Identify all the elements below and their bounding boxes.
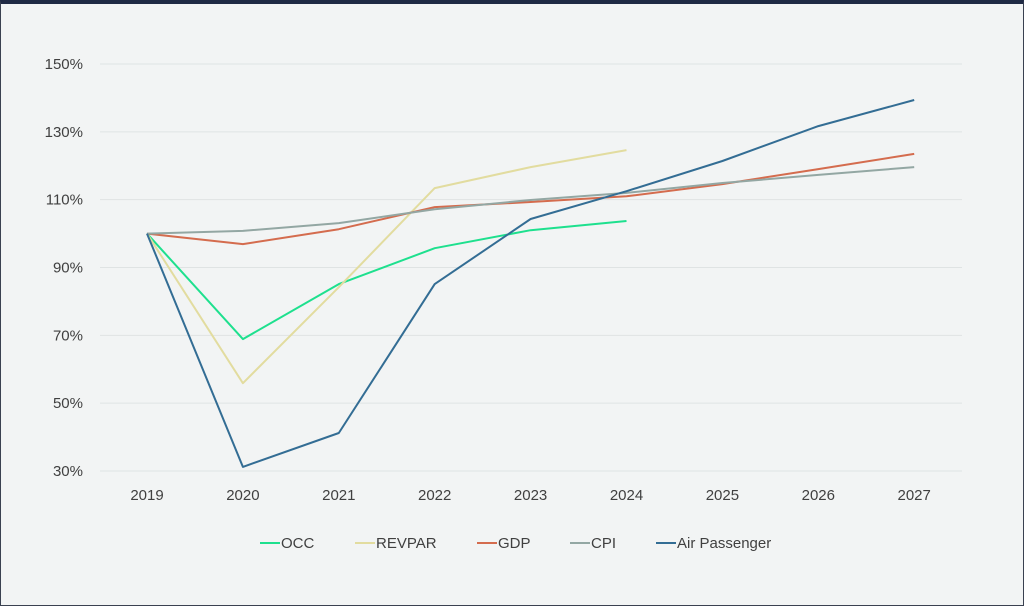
y-tick-label: 30% bbox=[53, 463, 83, 480]
x-tick-label: 2020 bbox=[226, 487, 259, 504]
y-tick-label: 70% bbox=[53, 327, 83, 344]
y-tick-label: 110% bbox=[46, 192, 83, 209]
series-line-cpi bbox=[146, 166, 915, 235]
x-tick-label: 2022 bbox=[418, 487, 451, 504]
legend-label-cpi: CPI bbox=[591, 535, 616, 552]
y-tick-label: 150% bbox=[45, 56, 83, 73]
series-line-revpar bbox=[146, 149, 627, 385]
series-line-air-passenger bbox=[146, 99, 915, 468]
series-line-occ bbox=[146, 220, 627, 341]
series-line-gdp bbox=[146, 152, 915, 246]
x-tick-label: 2027 bbox=[898, 487, 931, 504]
y-tick-label: 130% bbox=[45, 124, 83, 141]
x-tick-label: 2025 bbox=[706, 487, 739, 504]
legend-label-occ: OCC bbox=[281, 535, 315, 552]
legend-label-gdp: GDP bbox=[498, 535, 531, 552]
legend-label-revpar: REVPAR bbox=[376, 535, 437, 552]
x-tick-label: 2023 bbox=[514, 487, 547, 504]
legend-label-air-passenger: Air Passenger bbox=[677, 535, 771, 552]
y-tick-label: 90% bbox=[53, 260, 83, 277]
x-tick-label: 2024 bbox=[610, 487, 643, 504]
y-tick-label: 50% bbox=[53, 395, 83, 412]
x-tick-label: 2026 bbox=[802, 487, 835, 504]
x-tick-label: 2021 bbox=[322, 487, 355, 504]
x-tick-label: 2019 bbox=[130, 487, 163, 504]
